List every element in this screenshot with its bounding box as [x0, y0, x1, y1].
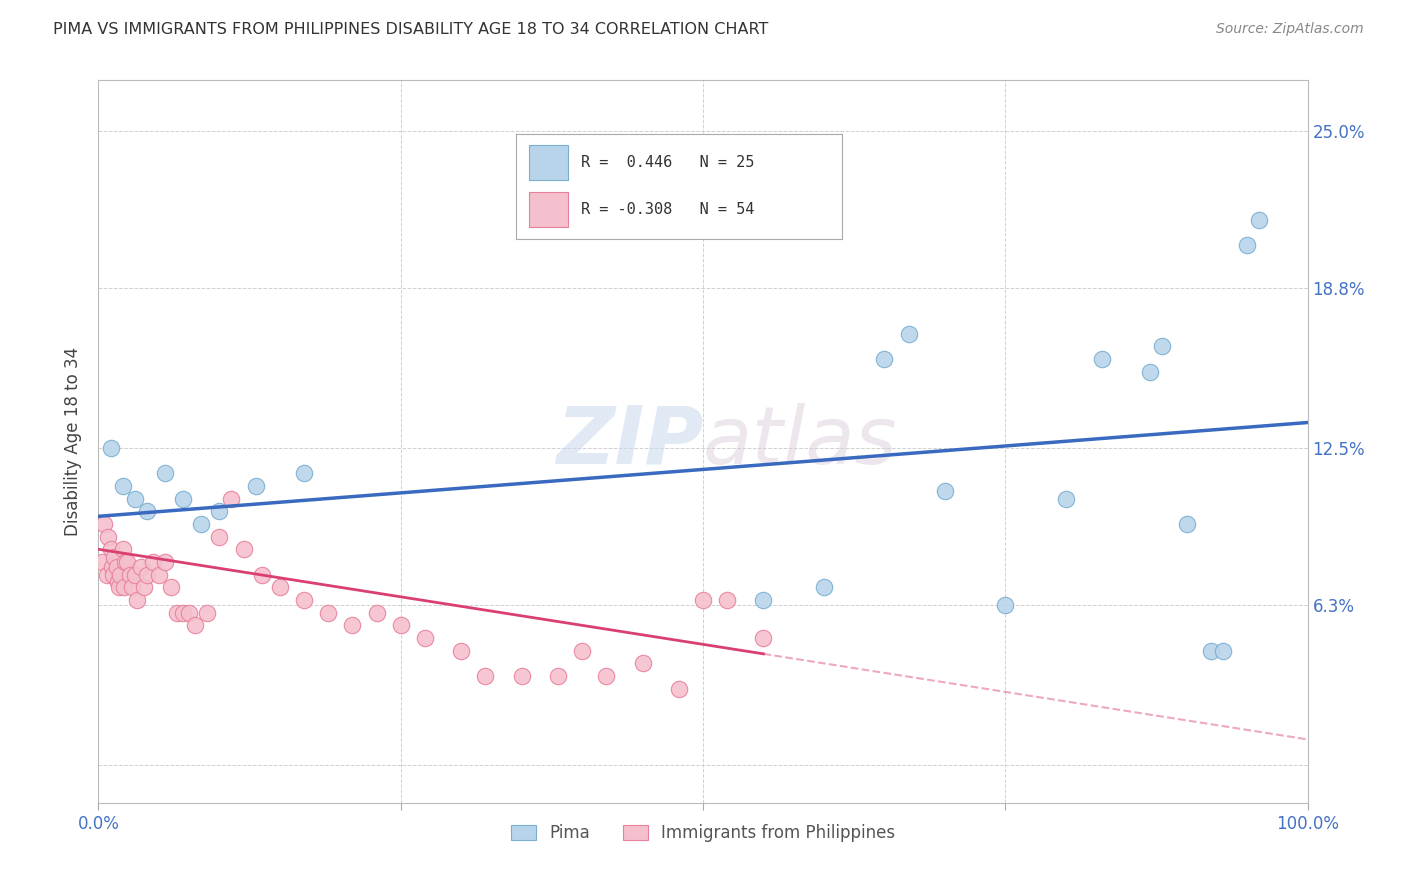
Point	[1139, 365, 1161, 379]
Point	[103, 549, 125, 564]
Point	[96, 567, 118, 582]
Point	[184, 618, 207, 632]
Text: ZIP: ZIP	[555, 402, 703, 481]
Point	[1212, 643, 1234, 657]
Point	[873, 352, 896, 367]
Point	[190, 516, 212, 531]
Point	[105, 560, 128, 574]
Point	[292, 593, 315, 607]
Point	[245, 479, 267, 493]
Point	[153, 555, 176, 569]
Point	[1091, 352, 1114, 367]
Point	[142, 555, 165, 569]
Point	[631, 657, 654, 671]
Point	[1175, 516, 1198, 531]
Point	[232, 542, 254, 557]
Point	[934, 483, 956, 498]
Point	[114, 555, 136, 569]
Point	[571, 643, 593, 657]
Point	[221, 491, 243, 506]
Point	[100, 441, 122, 455]
Point	[692, 593, 714, 607]
Point	[93, 516, 115, 531]
Point	[1199, 643, 1222, 657]
Point	[195, 606, 218, 620]
Point	[112, 580, 135, 594]
Point	[135, 567, 157, 582]
Point	[547, 669, 569, 683]
Point	[752, 593, 775, 607]
Point	[153, 467, 176, 481]
Point	[160, 580, 183, 594]
Point	[101, 567, 124, 582]
Point	[1054, 491, 1077, 506]
Point	[129, 560, 152, 574]
Point	[107, 575, 129, 590]
Point	[474, 669, 496, 683]
Point	[510, 669, 533, 683]
Point	[127, 593, 149, 607]
Text: atlas: atlas	[703, 402, 898, 481]
Point	[292, 467, 315, 481]
Point	[172, 606, 194, 620]
Point	[752, 631, 775, 645]
Point	[97, 530, 120, 544]
Point	[316, 606, 339, 620]
Point	[148, 567, 170, 582]
Point	[208, 530, 231, 544]
Point	[366, 606, 388, 620]
Y-axis label: Disability Age 18 to 34: Disability Age 18 to 34	[65, 347, 83, 536]
Text: PIMA VS IMMIGRANTS FROM PHILIPPINES DISABILITY AGE 18 TO 34 CORRELATION CHART: PIMA VS IMMIGRANTS FROM PHILIPPINES DISA…	[53, 22, 769, 37]
Point	[716, 593, 738, 607]
Point	[100, 560, 122, 574]
Point	[172, 491, 194, 506]
Point	[166, 606, 188, 620]
Point	[124, 491, 146, 506]
Point	[1249, 212, 1271, 227]
Point	[124, 567, 146, 582]
Point	[111, 542, 134, 557]
Point	[269, 580, 291, 594]
Point	[897, 326, 920, 341]
Point	[108, 580, 131, 594]
Point	[111, 479, 134, 493]
Point	[108, 567, 131, 582]
Point	[413, 631, 436, 645]
Point	[91, 555, 114, 569]
Point	[1236, 238, 1258, 252]
Legend: Pima, Immigrants from Philippines: Pima, Immigrants from Philippines	[503, 817, 903, 848]
Point	[135, 504, 157, 518]
Point	[1152, 339, 1174, 353]
Point	[134, 580, 156, 594]
Point	[342, 618, 364, 632]
Point	[208, 504, 231, 518]
Point	[668, 681, 690, 696]
Point	[994, 598, 1017, 612]
Point	[100, 542, 122, 557]
Point	[250, 567, 273, 582]
Point	[179, 606, 201, 620]
Point	[450, 643, 472, 657]
Point	[595, 669, 617, 683]
Point	[117, 555, 139, 569]
Text: Source: ZipAtlas.com: Source: ZipAtlas.com	[1216, 22, 1364, 37]
Point	[389, 618, 412, 632]
Point	[813, 580, 835, 594]
Point	[121, 580, 143, 594]
Point	[118, 567, 141, 582]
